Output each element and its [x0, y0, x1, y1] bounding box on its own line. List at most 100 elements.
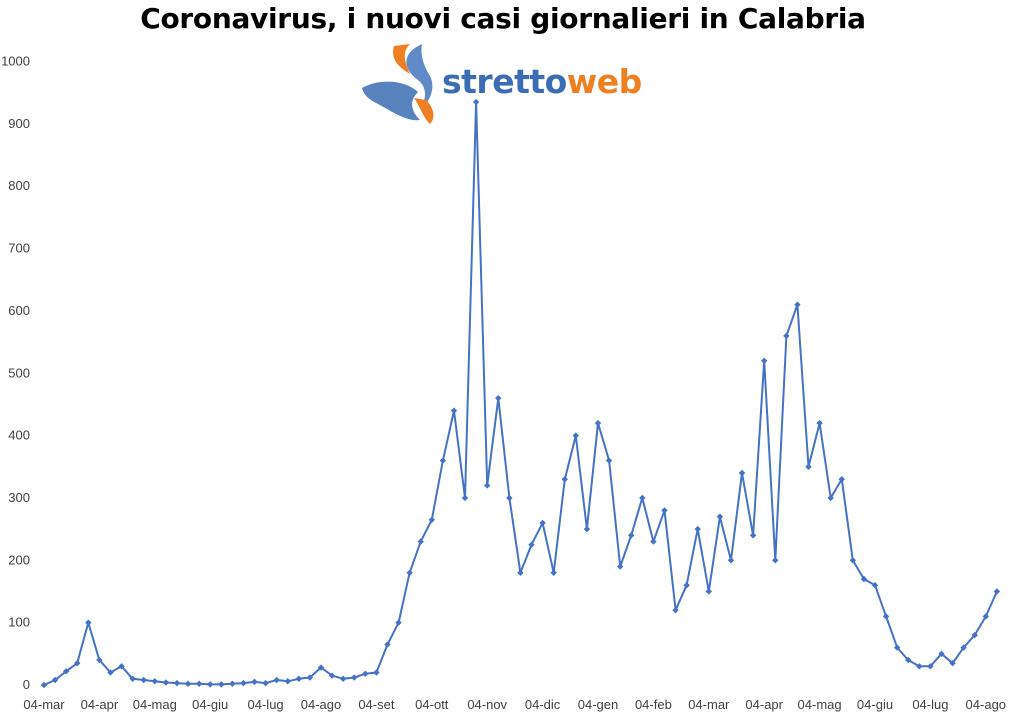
logo-wordmark-part1: stretto	[442, 62, 567, 101]
x-tick-label: 04-nov	[467, 697, 507, 712]
data-point-marker	[805, 463, 812, 470]
data-point-marker	[982, 613, 989, 620]
x-tick-label: 04-mar	[688, 697, 730, 712]
data-point-marker	[129, 675, 136, 682]
y-tick-label: 1000	[1, 54, 30, 69]
data-point-marker	[306, 674, 314, 681]
data-point-marker	[572, 432, 580, 439]
data-point-marker	[916, 663, 923, 670]
data-point-marker	[838, 476, 845, 483]
data-point-marker	[860, 575, 868, 583]
data-point-marker	[727, 557, 735, 564]
data-point-marker	[761, 357, 768, 364]
data-point-marker	[716, 513, 724, 520]
data-point-marker	[738, 469, 746, 477]
calabria-map-logo-icon	[362, 44, 434, 124]
data-point-marker	[484, 482, 491, 489]
y-tick-label: 200	[8, 552, 30, 567]
data-point-marker	[284, 678, 291, 685]
x-tick-label: 04-ago	[301, 697, 341, 712]
data-point-marker	[794, 301, 801, 308]
x-tick-label: 04-mag	[133, 697, 177, 712]
x-tick-label: 04-lug	[248, 697, 284, 712]
logo-wordmark-part2: web	[566, 62, 643, 101]
data-point-marker	[772, 557, 779, 564]
data-point-marker	[295, 675, 303, 682]
data-point-marker	[317, 664, 325, 671]
data-point-marker	[262, 679, 269, 687]
strettoweb-logo: strettoweb	[360, 40, 660, 130]
y-tick-label: 300	[8, 490, 30, 505]
data-point-marker	[561, 476, 568, 483]
data-point-marker	[893, 644, 901, 651]
y-tick-label: 900	[8, 116, 30, 131]
y-tick-label: 500	[8, 365, 30, 380]
data-point-marker	[428, 516, 435, 523]
data-point-marker	[439, 457, 447, 464]
data-point-marker	[207, 681, 214, 688]
data-point-marker	[650, 538, 657, 545]
x-tick-label: 04-dic	[525, 697, 561, 712]
data-point-marker	[107, 669, 114, 676]
x-tick-label: 04-lug	[912, 697, 948, 712]
data-point-marker	[362, 670, 369, 677]
logo-wordmark: strettoweb	[442, 62, 642, 101]
y-tick-label: 800	[8, 178, 30, 193]
data-point-marker	[218, 681, 225, 688]
x-tick-label: 04-apr	[81, 697, 119, 712]
y-tick-label: 700	[8, 241, 30, 256]
data-point-marker	[184, 680, 192, 687]
data-point-marker	[882, 613, 890, 620]
y-tick-label: 100	[8, 615, 30, 630]
y-tick-label: 600	[8, 303, 30, 318]
y-tick-label: 0	[23, 677, 30, 692]
data-point-marker	[694, 525, 701, 533]
data-point-marker	[639, 494, 646, 502]
data-point-marker	[384, 641, 391, 648]
data-point-marker	[594, 419, 602, 427]
data-point-marker	[528, 541, 535, 548]
data-point-marker	[162, 679, 170, 686]
chart-title: Coronavirus, i nuovi casi giornalieri in…	[140, 2, 866, 35]
data-point-marker	[118, 663, 125, 670]
x-tick-label: 04-feb	[635, 697, 672, 712]
data-point-marker	[173, 679, 181, 687]
data-point-marker	[960, 644, 967, 651]
data-point-marker	[539, 519, 546, 527]
data-point-marker	[328, 672, 336, 679]
data-point-marker	[273, 676, 280, 684]
data-point-marker	[51, 676, 59, 684]
data-point-marker	[661, 507, 668, 514]
data-point-marker	[373, 669, 380, 676]
x-tick-label: 04-giu	[857, 697, 893, 712]
data-point-marker	[816, 419, 823, 427]
data-point-marker	[151, 678, 158, 685]
data-point-marker	[583, 525, 591, 533]
data-point-marker	[616, 563, 624, 570]
series-line	[43, 101, 998, 686]
data-point-marker	[550, 569, 557, 576]
data-point-marker	[450, 407, 458, 414]
data-point-marker	[351, 674, 358, 681]
data-point-marker	[993, 588, 1001, 595]
data-point-marker	[683, 582, 690, 589]
data-point-marker	[605, 457, 613, 464]
data-point-marker	[140, 676, 147, 684]
x-tick-label: 04-set	[358, 697, 395, 712]
data-point-marker	[938, 650, 945, 658]
data-point-marker	[495, 394, 502, 402]
data-point-marker	[628, 532, 635, 539]
x-tick-label: 04-ago	[966, 697, 1006, 712]
data-point-marker	[74, 659, 81, 667]
data-point-marker	[395, 619, 402, 626]
data-point-marker	[251, 678, 258, 686]
data-point-marker	[40, 681, 48, 689]
data-point-marker	[339, 675, 347, 682]
data-point-marker	[96, 656, 103, 664]
data-point-marker	[506, 494, 513, 502]
data-point-marker	[195, 680, 203, 687]
data-point-marker	[517, 569, 524, 576]
data-point-marker	[827, 494, 834, 502]
data-point-marker	[406, 569, 413, 576]
data-point-marker	[705, 588, 712, 595]
